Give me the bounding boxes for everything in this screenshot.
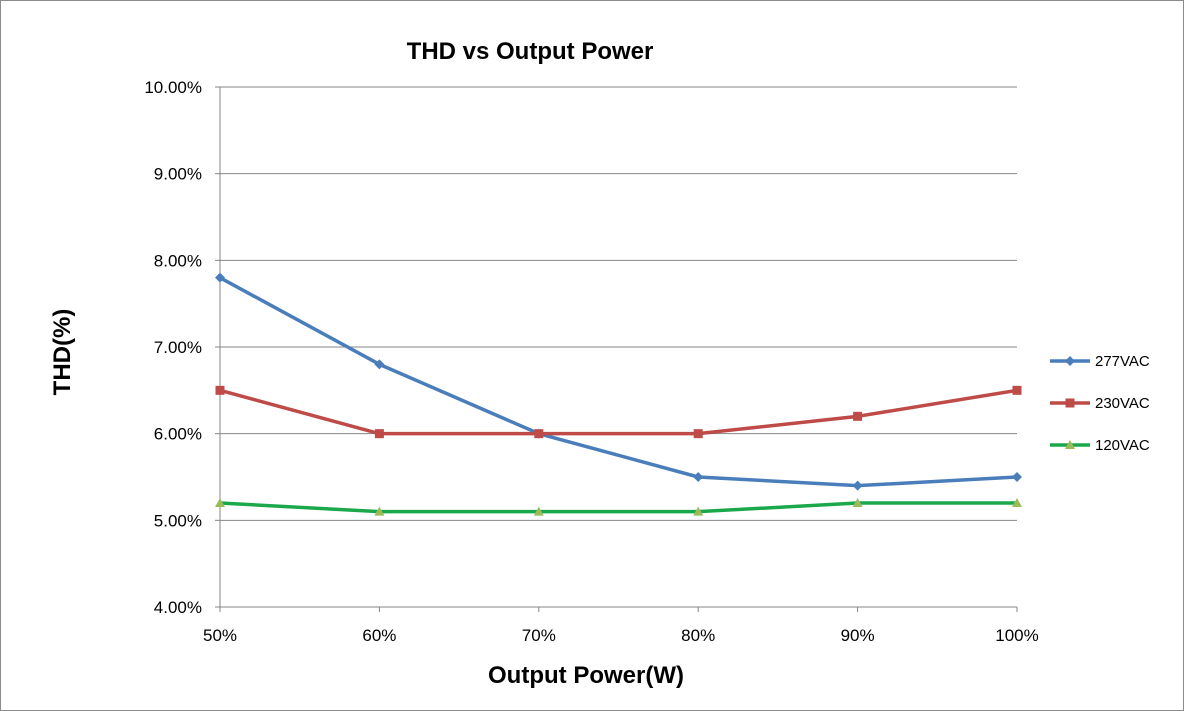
series-line-120VAC (219, 501, 1017, 514)
gridlines (220, 86, 1017, 521)
x-tick-label-4: 90% (841, 626, 875, 645)
y-tick-labels: 4.00% 5.00% 6.00% 7.00% 8.00% 9.00% 10.00% (144, 78, 202, 617)
point-277VAC-50% (215, 272, 225, 283)
x-tick-label-5: 100% (995, 626, 1038, 645)
legend-label-277VAC: 277VAC (1095, 353, 1150, 370)
point-277VAC-100% (1012, 472, 1022, 482)
point-230VAC-100% (1012, 385, 1022, 395)
x-tick-label-3: 80% (681, 626, 715, 645)
series-line-277VAC (219, 276, 1018, 488)
y-tick-label-0: 4.00% (154, 598, 202, 617)
x-tick-label-2: 70% (522, 626, 556, 645)
point-277VAC-90% (852, 480, 863, 491)
point-120VAC-80% (693, 506, 704, 516)
legend-label-120VAC: 120VAC (1095, 437, 1150, 454)
point-277VAC-60% (374, 359, 385, 370)
y-tick-label-4: 8.00% (154, 251, 202, 270)
y-tick-label-5: 9.00% (154, 165, 202, 184)
legend-label-230VAC: 230VAC (1095, 395, 1150, 412)
point-230VAC-50% (215, 385, 225, 395)
y-tick-label-1: 5.00% (154, 511, 202, 530)
y-tick-label-2: 6.00% (154, 425, 202, 444)
legend-item-230VAC: 230VAC (1050, 395, 1150, 412)
point-120VAC-60% (374, 506, 385, 516)
series-120VAC (215, 498, 1022, 516)
chart-title: THD vs Output Power (407, 38, 654, 65)
legend: 277VAC 230VAC 120VAC (1050, 353, 1150, 454)
point-120VAC-90% (852, 498, 863, 507)
series-277VAC (215, 272, 1022, 491)
point-277VAC-80% (693, 472, 704, 482)
legend-marker-230VAC (1065, 398, 1075, 408)
legend-marker-120VAC (1065, 440, 1075, 449)
x-tick-label-1: 60% (362, 626, 396, 645)
x-tick-label-0: 50% (203, 626, 237, 645)
point-120VAC-100% (1012, 498, 1022, 507)
series-line-230VAC (219, 388, 1018, 436)
y-tick-label-3: 7.00% (154, 338, 202, 357)
y-tick-label-6: 10.00% (144, 78, 202, 97)
point-230VAC-70% (534, 429, 544, 439)
point-120VAC-50% (215, 498, 225, 507)
x-tick-labels: 50% 60% 70% 80% 90% 100% (203, 626, 1039, 645)
point-230VAC-80% (693, 429, 703, 439)
axes (215, 86, 1018, 612)
point-230VAC-60% (374, 429, 384, 439)
legend-marker-277VAC (1065, 356, 1075, 366)
legend-item-277VAC: 277VAC (1050, 353, 1150, 370)
point-120VAC-70% (533, 506, 544, 516)
series (215, 272, 1022, 516)
y-axis-title: THD(%) (49, 309, 76, 396)
x-axis-title: Output Power(W) (488, 662, 684, 689)
series-230VAC (215, 385, 1022, 439)
legend-item-120VAC: 120VAC (1050, 437, 1150, 454)
point-230VAC-90% (853, 411, 863, 421)
